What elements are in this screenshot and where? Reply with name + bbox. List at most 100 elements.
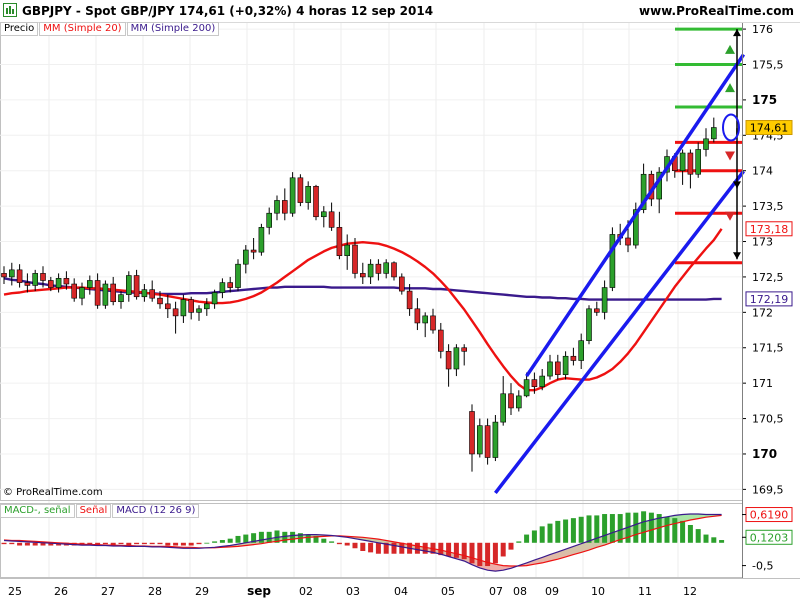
candle-body-73	[570, 355, 577, 361]
candle-54	[422, 312, 429, 338]
macd-hist-74	[578, 516, 584, 543]
chart-logo-icon	[3, 3, 17, 17]
candle-42	[328, 202, 335, 231]
down-marker-2	[725, 151, 735, 161]
candle-4	[32, 269, 39, 292]
candle-body-12	[94, 280, 101, 306]
macd-hist-11	[87, 542, 93, 545]
macd-hist-13	[102, 542, 108, 545]
legend-ma200[interactable]: MM (Simple 200)	[126, 22, 220, 36]
candle-body-15	[118, 294, 124, 303]
candle-14	[110, 276, 116, 306]
candle-45	[352, 237, 358, 279]
macd-hist-21	[165, 542, 171, 546]
candle-51	[398, 273, 405, 295]
candle-body-55	[430, 315, 436, 331]
macd-hist-57	[446, 542, 452, 557]
candle-87	[679, 149, 686, 185]
highlight-ellipse	[722, 113, 740, 142]
candle-body-65	[508, 393, 514, 409]
candle-50	[391, 261, 397, 281]
candle-21	[165, 294, 171, 319]
macd-hist-24	[188, 542, 194, 546]
candle-body-54	[422, 315, 429, 324]
x-tick-08: 08	[513, 585, 527, 598]
macd-hist-41	[321, 538, 327, 543]
macd-hist-88	[687, 524, 693, 543]
macd-hist-33	[258, 531, 264, 543]
candle-78	[609, 227, 616, 292]
candle-body-49	[383, 262, 390, 274]
candle-30	[235, 259, 241, 292]
x-tick-04: 04	[394, 585, 408, 598]
price-tag-174,61: 174,61	[750, 122, 789, 135]
candle-body-58	[453, 347, 460, 370]
candle-13	[102, 280, 109, 309]
macd-signal-line	[3, 514, 722, 567]
target-arrows	[722, 29, 741, 260]
legend-price[interactable]: Precio	[0, 22, 39, 36]
x-tick-25: 25	[8, 585, 22, 598]
macd-hist-17	[134, 542, 140, 545]
macd-hist-62	[485, 542, 491, 567]
candle-91	[710, 117, 717, 143]
macd-hist-46	[360, 542, 366, 551]
candle-body-72	[562, 355, 569, 375]
macd-hist-40	[313, 535, 319, 543]
macd-hist-22	[173, 542, 179, 546]
candle-19	[149, 280, 155, 302]
site-url[interactable]: www.ProRealTime.com	[639, 4, 794, 18]
candle-2	[16, 264, 23, 288]
candle-76	[593, 301, 600, 316]
candle-39	[305, 181, 312, 210]
candle-67	[523, 372, 530, 398]
candle-body-62	[484, 425, 491, 458]
candle-body-10	[79, 287, 85, 299]
macd-hist-49	[383, 542, 389, 554]
macd-hist-43	[336, 542, 342, 545]
macd-hist-89	[695, 529, 701, 543]
candle-90	[703, 128, 709, 157]
time-axis: 25 26 27 28 29 sep 02 03 04 05 07 08 09 10 11 12	[8, 584, 697, 598]
legend-ma20[interactable]: MM (Simple 20)	[39, 22, 126, 36]
candle-body-14	[110, 283, 116, 303]
macd-hist-32	[251, 533, 257, 543]
price-axis: 176175,5175174,5174173,5173172,5172171,5…	[742, 22, 793, 578]
candle-body-64	[500, 393, 507, 423]
x-tick-sep: sep	[247, 584, 271, 598]
candle-88	[687, 149, 694, 189]
macd-hist-36	[282, 531, 288, 543]
candle-body-76	[593, 308, 600, 313]
candle-71	[554, 354, 561, 380]
candle-56	[437, 322, 444, 359]
candle-22	[172, 301, 179, 334]
candle-body-9	[71, 283, 77, 299]
x-tick-07: 07	[489, 585, 503, 598]
legend-macd[interactable]: MACD (12 26 9)	[112, 504, 200, 518]
candle-61	[476, 418, 483, 458]
up-marker-1	[725, 83, 735, 93]
candle-46	[359, 262, 366, 285]
candle-body-39	[305, 185, 312, 203]
candle-body-20	[157, 297, 163, 305]
candle-72	[562, 351, 569, 380]
macd-hist-86	[672, 518, 678, 543]
legend-senal[interactable]: Señal	[75, 504, 112, 518]
legend-macd-signal[interactable]: MACD-, señal	[0, 504, 75, 518]
candle-53	[414, 298, 421, 331]
chart-title: GBPJPY - Spot GBP/JPY 174,61 (+0,32%) 4 …	[22, 4, 434, 18]
ma20-line-group	[3, 228, 723, 392]
candle-body-6	[47, 280, 54, 288]
candle-body-21	[165, 303, 171, 310]
candle-body-16	[126, 275, 132, 295]
candle-36	[281, 188, 288, 221]
price-tick-172,5: 172,5	[752, 271, 784, 284]
arrow-head-2	[733, 252, 741, 260]
candle-5	[40, 266, 46, 288]
macd-hist-4	[32, 542, 38, 546]
candle-body-71	[554, 361, 561, 375]
candle-body-33	[258, 227, 265, 253]
price-tick-175,5: 175,5	[752, 58, 784, 71]
macd-hist-47	[368, 542, 374, 553]
price-tick-173,5: 173,5	[752, 200, 784, 213]
